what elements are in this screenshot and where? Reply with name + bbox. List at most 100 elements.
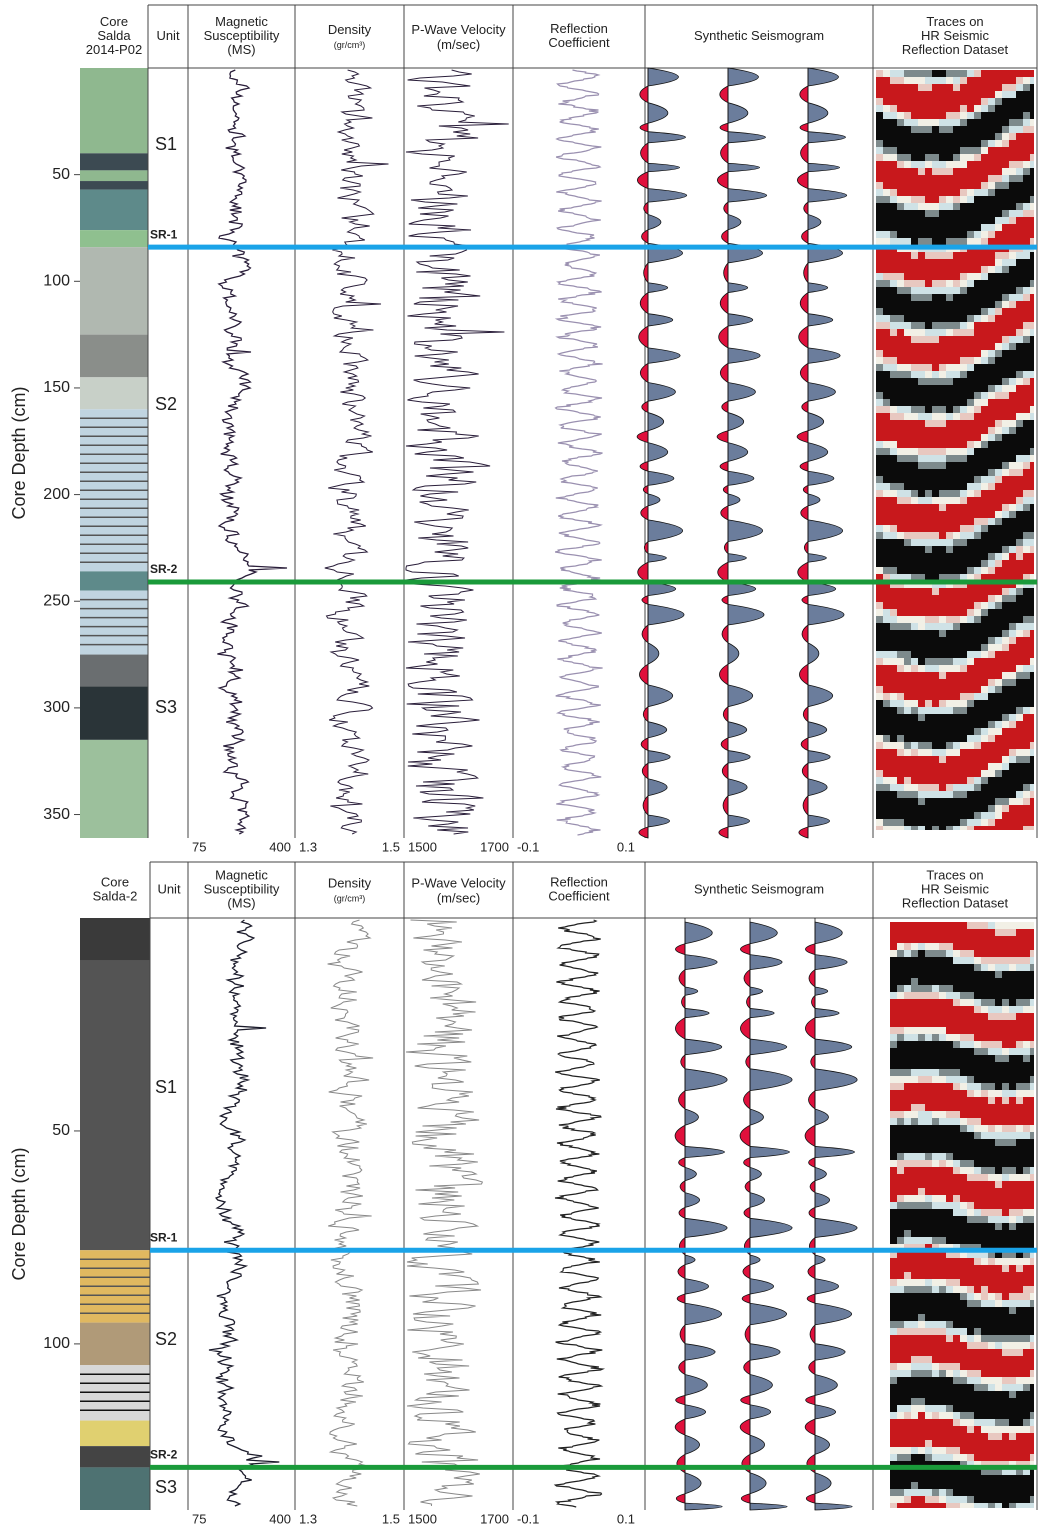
seismic-cell [925,546,932,553]
seismic-cell [925,448,932,455]
seismogram-lobe [720,462,728,472]
seismic-cell [995,1314,1002,1321]
seismic-cell [1030,1146,1034,1153]
seismic-cell [925,259,932,266]
seismic-cell [981,651,988,658]
seismic-cell [932,77,939,84]
seismic-cell [1002,511,1009,518]
seismic-cell [939,497,946,504]
seismic-cell [911,364,918,371]
seismic-cell [904,1321,911,1328]
seismic-cell [904,1076,911,1083]
seismic-cell [953,189,960,196]
seismic-cell [890,943,897,950]
seismic-cell [1009,441,1016,448]
seismic-cell [939,1321,946,1328]
seismic-cell [960,651,967,658]
seismic-cell [995,1265,1002,1272]
seismic-cell [953,490,960,497]
seismic-cell [918,112,925,119]
seismic-cell [1009,420,1016,427]
seismic-cell [1023,1349,1030,1356]
seismic-cell [939,525,946,532]
seismic-cell [981,1209,988,1216]
seismic-cell [904,1496,911,1503]
core-layer [80,170,148,181]
seismic-cell [1009,686,1016,693]
seismic-cell [1009,1013,1016,1020]
seismic-cell [883,329,890,336]
seismic-cell [1009,378,1016,385]
seismogram-lobe [815,1279,839,1294]
seismic-cell [1009,1153,1016,1160]
seismic-cell [904,1216,911,1223]
seismic-cell [1016,1062,1023,1069]
seismic-cell [897,371,904,378]
seismic-cell [876,140,883,147]
seismic-cell [897,392,904,399]
seismic-cell [911,1398,918,1405]
seismic-cell [1016,978,1023,985]
seismogram-lobe [810,1325,815,1344]
seismic-cell [904,1335,911,1342]
seismic-cell [911,1342,918,1349]
seismic-cell [1016,763,1023,770]
seismic-cell [995,511,1002,518]
scale-label: 1700 [480,1511,509,1526]
seismic-cell [939,1503,946,1508]
y-tick-label: 150 [43,379,70,396]
seismic-cell [981,1272,988,1279]
seismic-cell [974,1209,981,1216]
seismic-cell [939,1489,946,1496]
seismic-cell [1009,1363,1016,1370]
seismic-cell [932,1216,939,1223]
seismogram-lobe [800,86,808,103]
scale-label: 75 [192,839,206,854]
seismic-cell [1023,154,1030,161]
seismic-cell [953,1132,960,1139]
seismic-cell [918,1412,925,1419]
seismic-cell [897,1426,904,1433]
seismic-cell [960,350,967,357]
seismic-cell [995,343,1002,350]
seismic-cell [953,532,960,539]
seismic-cell [981,777,988,784]
column-header: Coefficient [548,35,610,50]
seismic-cell [876,714,883,721]
seismic-cell [988,623,995,630]
seismic-cell [911,679,918,686]
seismic-cell [960,182,967,189]
seismic-cell [904,1097,911,1104]
seismic-cell [960,1055,967,1062]
seismic-cell [967,971,974,978]
seismic-cell [1002,735,1009,742]
seismic-cell [904,1139,911,1146]
seismic-cell [939,224,946,231]
seismic-cell [946,217,953,224]
seismic-cell [932,1440,939,1447]
seismic-cell [939,252,946,259]
seismic-cell [897,1188,904,1195]
seismic-cell [932,126,939,133]
seismic-cell [925,805,932,812]
seismic-cell [967,413,974,420]
seismic-cell [925,210,932,217]
seismic-cell [897,539,904,546]
seismic-cell [995,637,1002,644]
seismic-cell [1009,1230,1016,1237]
seismic-cell [890,84,897,91]
seismic-cell [939,441,946,448]
seismogram-lobe [803,796,808,815]
seismic-cell [967,203,974,210]
seismic-cell [953,819,960,826]
seismic-cell [939,1146,946,1153]
seismic-cell [918,1139,925,1146]
seismic-cell [918,1188,925,1195]
seismic-cell [953,70,960,77]
seismic-cell [1009,161,1016,168]
column-header: 2014-P02 [86,42,142,57]
boundary-label: SR-2 [150,1448,178,1462]
seismic-cell [960,1083,967,1090]
seismic-cell [967,238,974,245]
seismic-cell [1009,546,1016,553]
